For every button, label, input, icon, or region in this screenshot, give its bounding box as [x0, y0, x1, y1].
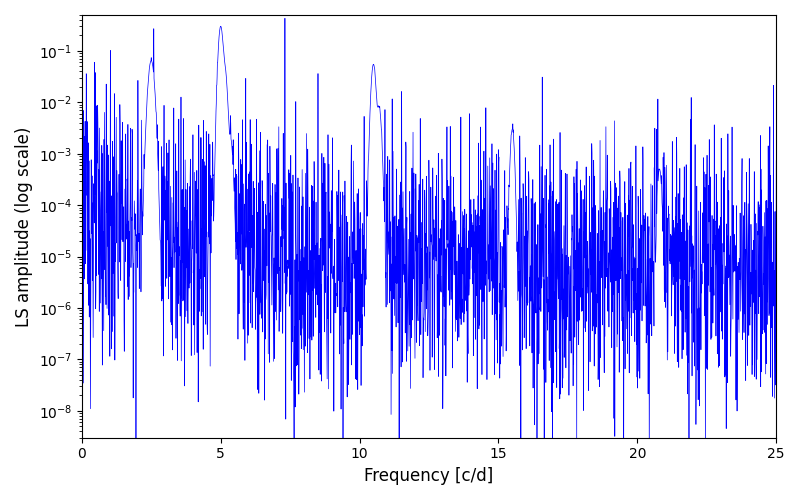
- Y-axis label: LS amplitude (log scale): LS amplitude (log scale): [15, 126, 33, 326]
- X-axis label: Frequency [c/d]: Frequency [c/d]: [364, 467, 494, 485]
